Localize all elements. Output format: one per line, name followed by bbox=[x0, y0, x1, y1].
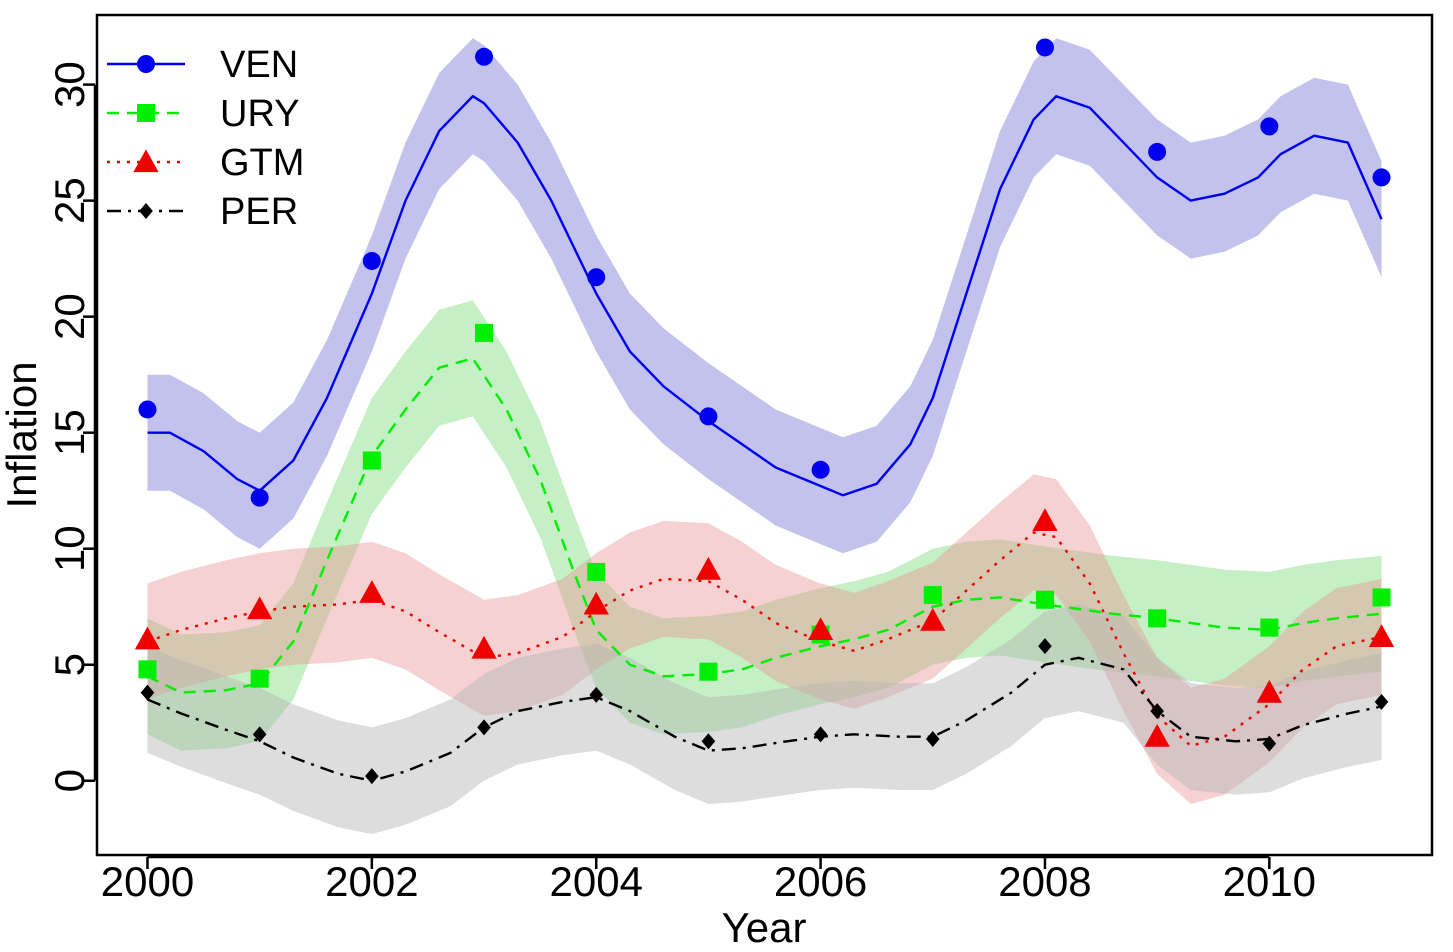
point-ury-2005 bbox=[699, 662, 718, 681]
point-ven-2011 bbox=[1372, 168, 1391, 187]
point-gtm-2007 bbox=[920, 607, 946, 631]
y-tick-label-25: 25 bbox=[46, 177, 93, 224]
legend: VEN URY GTM PER bbox=[107, 44, 304, 233]
point-gtm-2001 bbox=[247, 596, 273, 620]
point-ury-2007 bbox=[923, 586, 942, 605]
band-ury bbox=[147, 300, 1382, 751]
y-tick-label-0: 0 bbox=[46, 769, 93, 792]
y-axis: 0 5 10 15 20 25 30 bbox=[46, 61, 97, 792]
x-tick-label-2000: 2000 bbox=[101, 858, 194, 905]
band-per bbox=[147, 604, 1382, 835]
point-per-2008 bbox=[1038, 638, 1052, 655]
point-ven-2003 bbox=[475, 47, 494, 66]
y-tick-label-30: 30 bbox=[46, 61, 93, 108]
point-gtm-2009 bbox=[1144, 724, 1170, 747]
point-gtm-2006 bbox=[807, 617, 834, 641]
point-ven-2004 bbox=[587, 268, 606, 287]
point-ury-2003 bbox=[475, 323, 494, 342]
point-per-2004 bbox=[589, 686, 604, 703]
point-per-2010 bbox=[1262, 735, 1277, 752]
legend-marker-gtm bbox=[133, 149, 159, 173]
y-axis-title: Inflation bbox=[0, 361, 45, 508]
line-ven bbox=[147, 95, 1383, 497]
point-gtm-2010 bbox=[1256, 679, 1282, 703]
point-per-2005 bbox=[701, 733, 716, 750]
legend-marker-ven bbox=[137, 55, 155, 73]
legend-label-per: PER bbox=[220, 191, 298, 233]
point-ven-2008 bbox=[1035, 38, 1054, 57]
line-ury bbox=[146, 357, 1382, 694]
x-tick-label-2004: 2004 bbox=[550, 858, 643, 905]
point-per-2000 bbox=[140, 684, 155, 701]
legend-marker-per bbox=[139, 203, 153, 219]
y-tick-label-20: 20 bbox=[46, 293, 93, 340]
point-gtm-2002 bbox=[359, 580, 385, 603]
x-tick-label-2010: 2010 bbox=[1223, 858, 1316, 905]
point-ury-2004 bbox=[587, 562, 606, 581]
line-per bbox=[147, 656, 1382, 782]
point-ven-2010 bbox=[1260, 117, 1279, 136]
x-axis: 2000 2002 2004 2006 2008 2010 bbox=[101, 855, 1316, 905]
y-tick-label-15: 15 bbox=[46, 409, 93, 456]
point-per-2003 bbox=[477, 719, 491, 736]
legend-label-gtm: GTM bbox=[220, 142, 304, 184]
point-ven-2001 bbox=[250, 488, 269, 507]
series-lines bbox=[146, 95, 1383, 782]
point-ven-2005 bbox=[699, 407, 718, 426]
legend-marker-ury bbox=[137, 104, 155, 122]
plot-frame bbox=[95, 13, 1434, 857]
point-ury-2009 bbox=[1148, 609, 1167, 628]
confidence-bands bbox=[147, 38, 1382, 835]
point-ury-2000 bbox=[138, 660, 157, 679]
point-ury-2008 bbox=[1035, 590, 1054, 609]
point-per-2001 bbox=[252, 726, 267, 743]
x-axis-title: Year bbox=[722, 904, 807, 951]
point-ury-2001 bbox=[250, 669, 269, 688]
point-ven-2002 bbox=[362, 251, 381, 270]
point-ven-2006 bbox=[811, 460, 830, 479]
series-markers bbox=[134, 38, 1395, 785]
legend-label-ven: VEN bbox=[220, 44, 298, 86]
point-ven-2009 bbox=[1148, 142, 1167, 161]
point-ury-2002 bbox=[362, 451, 381, 470]
point-per-2006 bbox=[813, 726, 828, 743]
x-tick-label-2002: 2002 bbox=[325, 858, 418, 905]
x-tick-label-2006: 2006 bbox=[774, 858, 867, 905]
band-gtm bbox=[147, 474, 1382, 804]
legend-label-ury: URY bbox=[220, 93, 300, 135]
point-ury-2011 bbox=[1372, 588, 1391, 607]
point-gtm-2005 bbox=[695, 556, 722, 580]
point-per-2009 bbox=[1150, 703, 1164, 720]
point-per-2011 bbox=[1374, 693, 1389, 710]
y-tick-label-5: 5 bbox=[46, 653, 93, 676]
x-tick-label-2008: 2008 bbox=[998, 858, 1091, 905]
band-ven bbox=[147, 38, 1382, 554]
point-gtm-2003 bbox=[471, 635, 497, 659]
point-gtm-2011 bbox=[1368, 624, 1395, 647]
point-gtm-2004 bbox=[583, 591, 609, 615]
point-ury-2010 bbox=[1260, 618, 1279, 637]
point-ven-2000 bbox=[138, 400, 157, 419]
y-tick-label-10: 10 bbox=[46, 525, 93, 572]
point-gtm-2008 bbox=[1032, 508, 1058, 531]
point-per-2007 bbox=[925, 730, 940, 747]
point-per-2002 bbox=[365, 768, 379, 785]
point-gtm-2000 bbox=[134, 626, 161, 650]
